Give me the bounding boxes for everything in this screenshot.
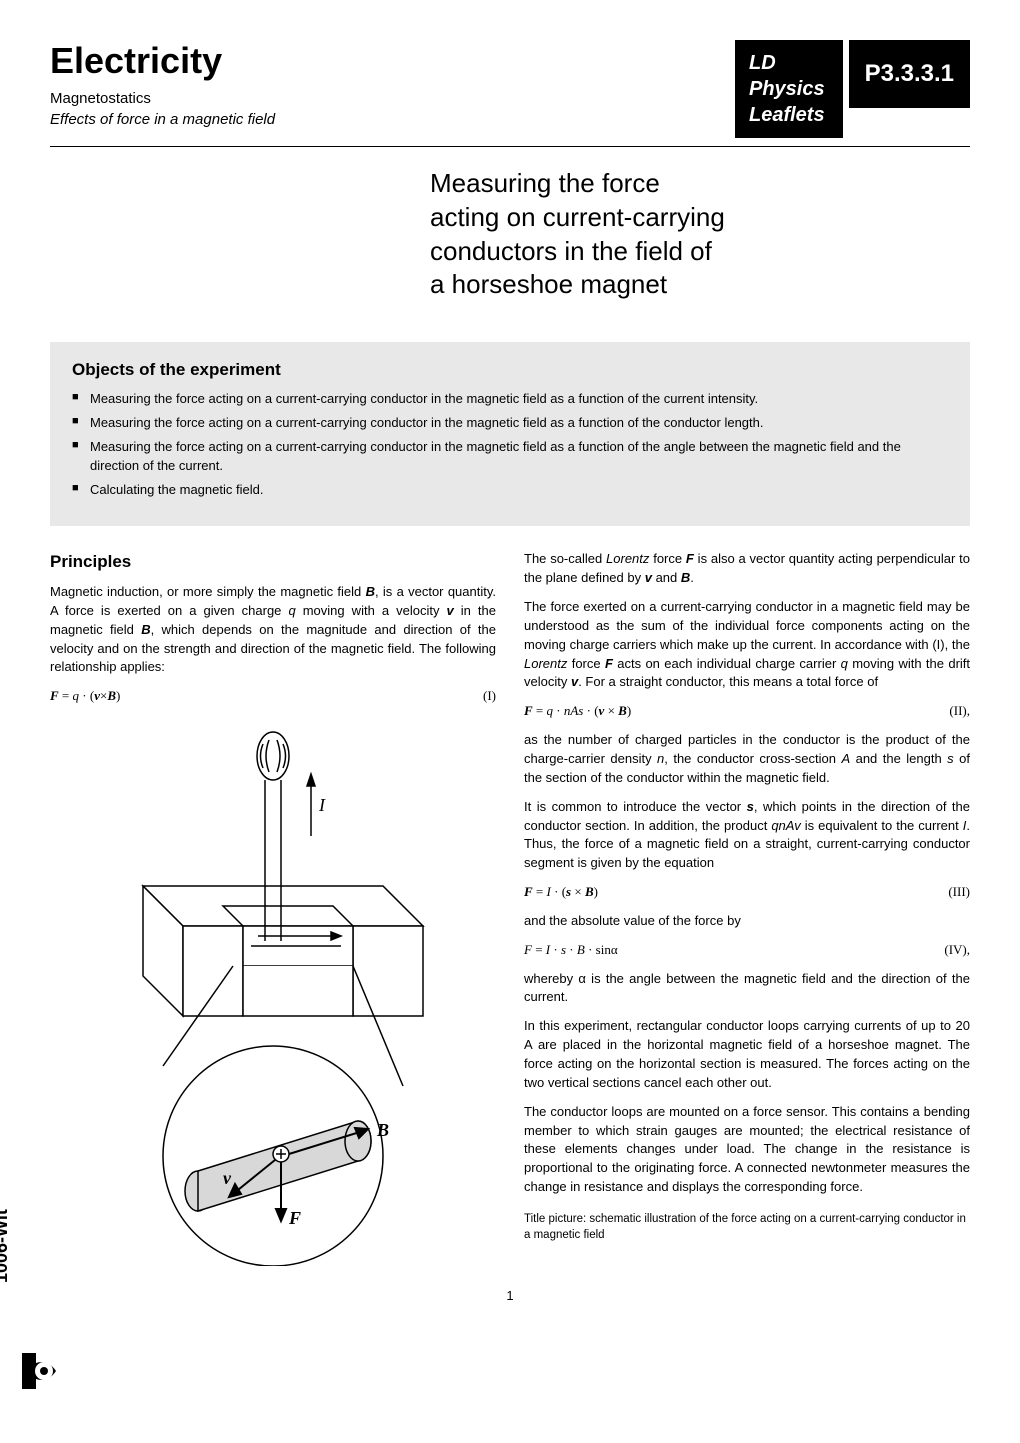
ld-line-2: Physics (749, 76, 825, 102)
text: , the conductor cross-section (664, 751, 841, 766)
symbol-q: q (841, 656, 848, 671)
symbol-v: v (447, 603, 454, 618)
text: and (652, 570, 681, 585)
equation-1-right: (I) (483, 687, 496, 706)
right-column: The so-called Lorentz force F is also a … (524, 550, 970, 1272)
equation-3: F = I · (s × B) (III) (524, 883, 970, 902)
text: . For a straight conductor, this means a… (578, 674, 878, 689)
symbol-qnAv: qnAv (771, 818, 800, 833)
text: It is common to introduce the vector (524, 799, 747, 814)
objectives-list: Measuring the force acting on a current-… (72, 390, 948, 499)
equation-4-left: F = I · s · B · sinα (524, 941, 618, 960)
experiment-title-1: Measuring the force (430, 167, 970, 201)
page-number: 1 (50, 1288, 970, 1303)
equation-2-left: F = q · nAs · (v × B) (524, 702, 631, 721)
diagram-label-v: v (223, 1168, 232, 1188)
symbol-F: F (686, 551, 694, 566)
right-para-7: In this experiment, rectangular conducto… (524, 1017, 970, 1092)
equation-1: F = q · (v×B) (I) (50, 687, 496, 706)
text: and the length (850, 751, 947, 766)
header-left: Electricity Magnetostatics Effects of fo… (50, 40, 735, 130)
main-title: Electricity (50, 40, 735, 82)
logo-icon (18, 1349, 62, 1393)
lorentz: Lorentz (606, 551, 649, 566)
symbol-B: B (681, 570, 690, 585)
experiment-title-2: acting on current-carrying (430, 201, 970, 235)
symbol-B: B (366, 584, 375, 599)
right-para-8: The conductor loops are mounted on a for… (524, 1103, 970, 1197)
text: The so-called (524, 551, 606, 566)
subtitle-2: Effects of force in a magnetic field (50, 109, 735, 130)
left-column: Principles Magnetic induction, or more s… (50, 550, 496, 1272)
header-right: LD Physics Leaflets P3.3.3.1 (735, 40, 970, 138)
objectives-box: Objects of the experiment Measuring the … (50, 342, 970, 526)
lorentz: Lorentz (524, 656, 567, 671)
principles-heading: Principles (50, 550, 496, 575)
right-para-5: and the absolute value of the force by (524, 912, 970, 931)
subtitle-1: Magnetostatics (50, 88, 735, 109)
diagram-svg: I (83, 726, 463, 1266)
text: The force exerted on a current-carrying … (524, 599, 970, 652)
text: . (690, 570, 694, 585)
symbol-B: B (141, 622, 150, 637)
symbol-F: F (605, 656, 613, 671)
symbol-A: A (841, 751, 850, 766)
text: acts on each individual charge carrier (613, 656, 841, 671)
ld-line-3: Leaflets (749, 102, 825, 128)
ld-line-1: LD (749, 50, 825, 76)
text: moving with a velocity (296, 603, 447, 618)
equation-2-right: (II), (949, 702, 970, 721)
two-column-body: Principles Magnetic induction, or more s… (50, 550, 970, 1272)
right-para-1: The so-called Lorentz force F is also a … (524, 550, 970, 588)
right-para-4: It is common to introduce the vector s, … (524, 798, 970, 873)
equation-3-right: (III) (948, 883, 970, 902)
diagram-label-B: B (376, 1120, 389, 1140)
objective-item: Measuring the force acting on a current-… (72, 414, 948, 433)
objective-item: Measuring the force acting on a current-… (72, 390, 948, 409)
right-para-3: as the number of charged particles in th… (524, 731, 970, 788)
equation-2: F = q · nAs · (v × B) (II), (524, 702, 970, 721)
right-para-6: whereby α is the angle between the magne… (524, 970, 970, 1008)
diagram-label-I: I (318, 795, 326, 815)
right-para-2: The force exerted on a current-carrying … (524, 598, 970, 692)
objectives-heading: Objects of the experiment (72, 360, 948, 380)
text: is equivalent to the current (801, 818, 963, 833)
vertical-code: 1006-Wit (0, 1209, 12, 1283)
symbol-v: v (645, 570, 652, 585)
ld-physics-box: LD Physics Leaflets (735, 40, 843, 138)
experiment-title-4: a horseshoe magnet (430, 268, 970, 302)
experiment-title-block: Measuring the force acting on current-ca… (430, 167, 970, 302)
principles-para-1: Magnetic induction, or more simply the m… (50, 583, 496, 677)
code-label: P3.3.3.1 (865, 60, 954, 88)
title-picture-caption: Title picture: schematic illustration of… (524, 1211, 970, 1243)
equation-4: F = I · s · B · sinα (IV), (524, 941, 970, 960)
equation-1-left: F = q · (v×B) (50, 687, 120, 706)
text: Magnetic induction, or more simply the m… (50, 584, 366, 599)
diagram-container: I (50, 726, 496, 1272)
objective-item: Calculating the magnetic field. (72, 481, 948, 500)
equation-3-left: F = I · (s × B) (524, 883, 598, 902)
diagram-label-F: F (288, 1208, 301, 1228)
equation-4-right: (IV), (944, 941, 970, 960)
objective-item: Measuring the force acting on a current-… (72, 438, 948, 476)
header-divider (50, 146, 970, 147)
text: force (567, 656, 605, 671)
experiment-title-3: conductors in the field of (430, 235, 970, 269)
header: Electricity Magnetostatics Effects of fo… (50, 40, 970, 138)
code-box: P3.3.3.1 (849, 40, 970, 108)
symbol-s: s (747, 799, 754, 814)
text: force (649, 551, 686, 566)
symbol-q: q (288, 603, 295, 618)
